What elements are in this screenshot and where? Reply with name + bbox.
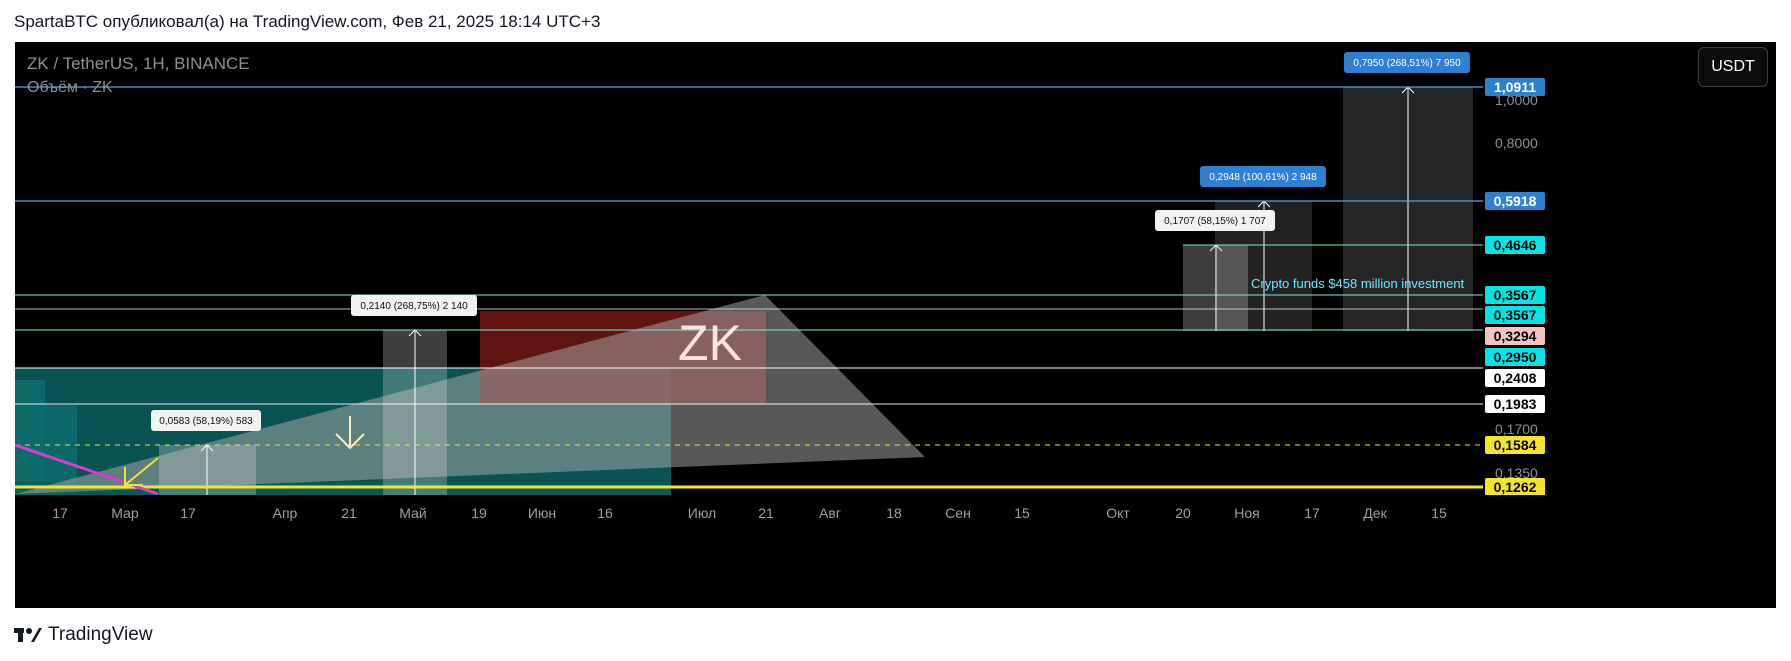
x-tick-label: Май xyxy=(399,505,426,521)
x-tick-label: Июл xyxy=(688,505,716,521)
price-label-box xyxy=(1485,286,1545,304)
x-tick-label: 17 xyxy=(1304,505,1320,521)
price-label: 0,2950 xyxy=(1494,349,1537,365)
price-label-box xyxy=(1485,306,1545,324)
x-tick-label: 17 xyxy=(52,505,68,521)
x-tick-label: 15 xyxy=(1014,505,1030,521)
price-label-box xyxy=(1485,395,1545,413)
price-label: 0,1983 xyxy=(1494,396,1537,412)
price-label-box xyxy=(1485,348,1545,366)
price-label-box xyxy=(1485,369,1545,387)
price-label-box xyxy=(1485,327,1545,345)
price-label: 0,4646 xyxy=(1494,237,1537,253)
price-label: 1,0911 xyxy=(1494,79,1536,95)
x-tick-label: Ноя xyxy=(1234,505,1259,521)
price-label: 0,1262 xyxy=(1494,479,1537,495)
chart-area[interactable]: ZK Crypto funds $458 million investment … xyxy=(15,42,1776,608)
x-tick-label: Окт xyxy=(1106,505,1130,521)
tradingview-logo-icon xyxy=(14,628,42,642)
yellow-trend-line xyxy=(124,457,159,486)
x-tick-label: 19 xyxy=(471,505,487,521)
x-tick-label: 17 xyxy=(180,505,196,521)
y-axis-gray-label-3: 0,1700 xyxy=(1495,421,1538,437)
measure-label-3: 0,1707 (58,15%) 1 707 xyxy=(1164,216,1266,227)
tradingview-brand: TradingView xyxy=(48,624,153,645)
x-tick-label: Июн xyxy=(528,505,556,521)
price-level-labels: 1,0911 0,5918 0,4646 0,3567 0,3567 0,3294 0,29… xyxy=(1485,78,1545,496)
publisher-header: SpartaBTC опубликовал(а) на TradingView.… xyxy=(14,12,601,31)
chart-canvas[interactable]: ZK Crypto funds $458 million investment … xyxy=(15,42,1776,608)
x-tick-label: 16 xyxy=(597,505,613,521)
volume-indicator-label: Объём · ZK xyxy=(27,79,113,96)
price-label: 0,3294 xyxy=(1494,328,1537,344)
time-axis-bg xyxy=(15,495,1776,608)
measure-label-5: 0,7950 (268,51%) 7 950 xyxy=(1353,58,1461,69)
measure-label-2: 0,2140 (268,75%) 2 140 xyxy=(360,301,468,312)
price-label-box xyxy=(1485,236,1545,254)
measure-label-4-box xyxy=(1200,166,1326,187)
y-axis-gray-label-4: 0,1350 xyxy=(1495,465,1538,481)
price-label: 0,3567 xyxy=(1494,287,1537,303)
yellow-arrow-icon xyxy=(124,467,143,486)
price-label: 0,3567 xyxy=(1494,307,1537,323)
price-label: 0,2408 xyxy=(1494,370,1537,386)
zk-watermark: ZK xyxy=(678,315,742,371)
x-tick-label: 20 xyxy=(1175,505,1191,521)
measure-label-1: 0,0583 (58,19%) 583 xyxy=(159,416,253,427)
gray-triangle-pattern xyxy=(15,295,925,494)
x-tick-label: Мар xyxy=(111,505,139,521)
measure-label-1-box xyxy=(151,410,261,431)
down-arrow-icon xyxy=(335,433,365,450)
measure-label-5-box xyxy=(1344,52,1470,73)
y-axis-gray-label-2: 0,8000 xyxy=(1495,135,1538,151)
symbol-title: ZK / TetherUS, 1H, BINANCE xyxy=(27,54,250,73)
price-label: 0,1584 xyxy=(1494,437,1537,453)
tradingview-footer[interactable]: TradingView xyxy=(14,624,153,646)
x-tick-label: Апр xyxy=(273,505,298,521)
x-tick-label: 15 xyxy=(1431,505,1447,521)
measure-label-3-box xyxy=(1155,210,1275,231)
time-axis-labels: 17 Мар 17 Апр 21 Май 19 Июн 16 Июл 21 Авг 18 Сен 15 Окт… xyxy=(52,505,1447,521)
measure-label-4: 0,2948 (100,61%) 2 948 xyxy=(1209,172,1317,183)
price-label-box xyxy=(1485,436,1545,454)
x-tick-label: Авг xyxy=(819,505,841,521)
x-tick-label: 21 xyxy=(758,505,774,521)
x-tick-label: Сен xyxy=(945,505,971,521)
x-tick-label: Дек xyxy=(1363,505,1387,521)
price-label-box xyxy=(1485,78,1545,96)
measure-label-2-box xyxy=(351,295,477,316)
price-label-box xyxy=(1485,478,1545,496)
x-tick-label: 18 xyxy=(886,505,902,521)
crypto-funds-annotation: Crypto funds $458 million investment xyxy=(1251,276,1465,291)
price-label: 0,5918 xyxy=(1494,193,1537,209)
x-tick-label: 21 xyxy=(341,505,357,521)
price-label-box xyxy=(1485,192,1545,210)
currency-button[interactable]: USDT xyxy=(1698,47,1768,87)
